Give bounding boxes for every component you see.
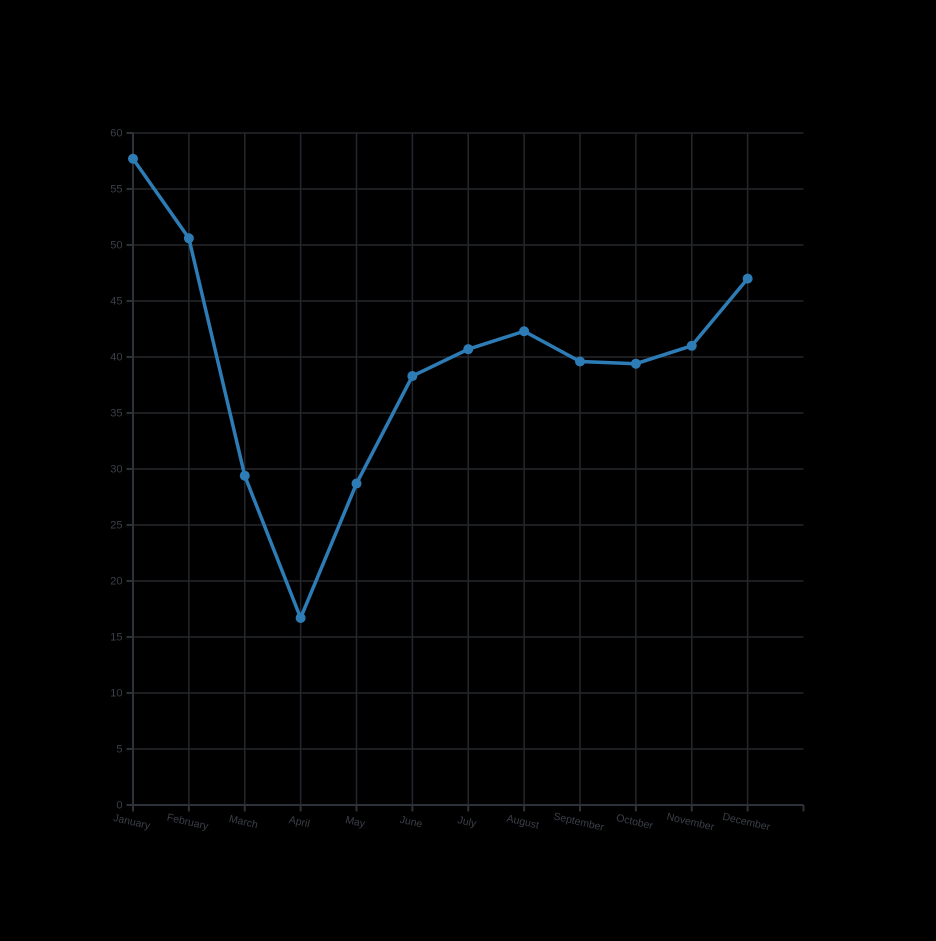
y-tick-label: 15 [110, 632, 122, 644]
y-tick-label: 0 [116, 800, 122, 812]
x-tick-label: March [228, 813, 259, 831]
y-tick-label: 40 [110, 352, 122, 364]
data-line [131, 157, 750, 620]
y-tick-label: 25 [110, 520, 122, 532]
data-point [351, 478, 362, 489]
data-point [463, 344, 474, 355]
y-tick-label: 20 [110, 576, 122, 588]
x-tick-label: August [506, 813, 541, 832]
data-point [128, 153, 138, 164]
data-point [183, 233, 194, 244]
data-point [239, 470, 250, 481]
x-tick-label: September [552, 810, 605, 833]
y-tick-label: 35 [110, 408, 122, 420]
x-tick-label: January [112, 812, 152, 832]
y-tick-label: 10 [110, 688, 122, 700]
data-point [407, 371, 418, 382]
x-tick-label: April [288, 814, 311, 830]
y-tick-label: 55 [110, 184, 122, 196]
y-tick-label: 5 [116, 744, 122, 756]
y-tick-label: 60 [110, 128, 122, 140]
y-tick-label: 30 [110, 464, 122, 476]
axes: 0 5 10 15 20 25 30 35 40 45 50 55 60 January February M… [110, 128, 805, 834]
y-tick-label: 50 [110, 240, 122, 252]
data-point [519, 326, 530, 337]
y-tick-label: 45 [110, 296, 122, 308]
data-points [128, 153, 753, 623]
data-point [575, 356, 585, 367]
data-point [295, 612, 306, 623]
x-tick-label: February [166, 812, 210, 833]
x-tick-label: October [615, 812, 655, 832]
x-tick-label: July [456, 814, 478, 830]
x-tick-label: May [344, 814, 367, 830]
x-tick-label: November [665, 811, 715, 834]
x-tick-label: June [399, 814, 424, 831]
data-point [742, 273, 753, 284]
grid-lines [132, 132, 804, 806]
data-point [686, 340, 697, 351]
x-tick-label: December [721, 811, 771, 834]
data-point [630, 358, 641, 369]
